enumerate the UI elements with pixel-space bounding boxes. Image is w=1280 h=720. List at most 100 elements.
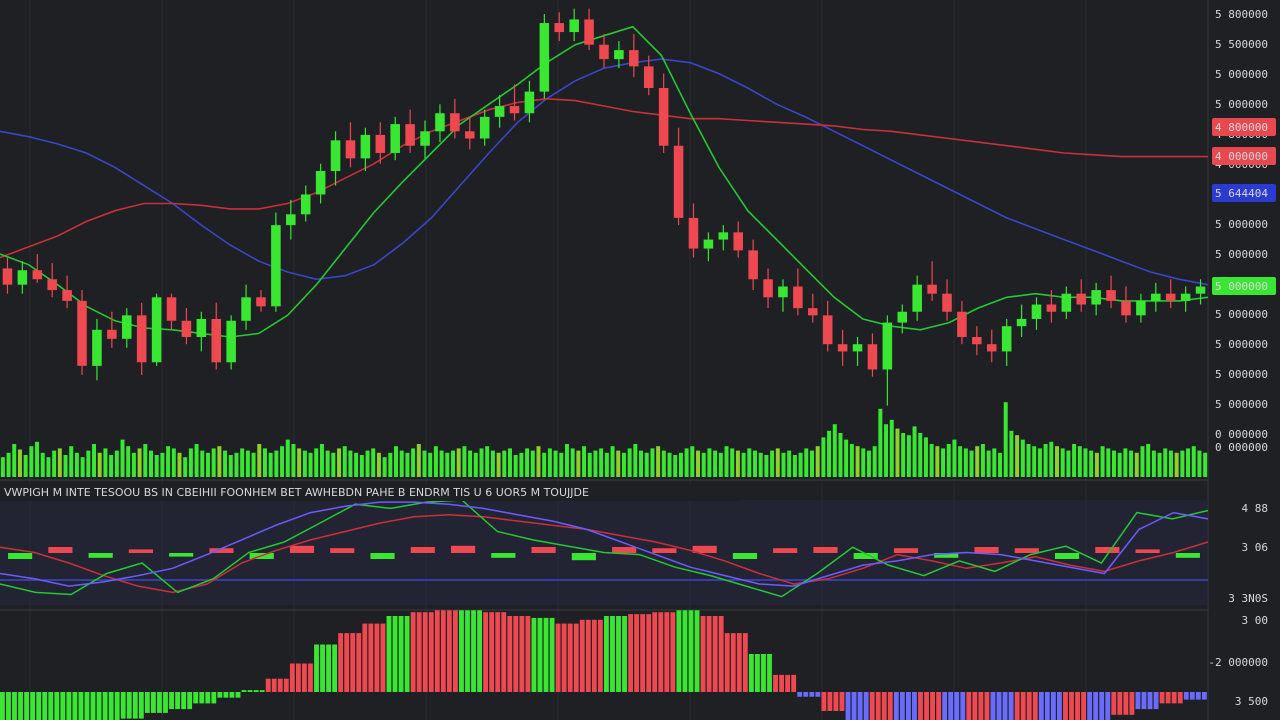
volume-bar: [388, 452, 393, 477]
macd-bar: [1099, 692, 1105, 720]
macd-bar: [1153, 692, 1159, 710]
candle-down: [837, 329, 848, 366]
volume-bar: [1117, 452, 1122, 477]
macd-bar: [1165, 692, 1171, 704]
volume-bar: [1060, 448, 1065, 477]
price-badge-label: 5 000000: [1215, 280, 1268, 293]
candle-body: [867, 344, 878, 370]
candle-body: [673, 145, 684, 218]
macd-bar: [573, 623, 579, 692]
volume-bar: [280, 446, 285, 477]
volume-bar: [895, 428, 900, 477]
candle-up: [569, 8, 579, 42]
candle-up: [271, 212, 281, 312]
volume-bar: [1089, 450, 1094, 477]
volume-bar: [109, 455, 114, 477]
volume-bar: [63, 455, 68, 477]
volume-bar: [770, 450, 775, 477]
candle-body: [226, 320, 236, 363]
candle-body: [405, 124, 415, 146]
price-axis-label: 5 000000: [1215, 308, 1268, 321]
volume-bar: [599, 448, 604, 477]
candle-down: [1076, 279, 1087, 312]
volume-bar: [376, 452, 381, 477]
volume-bar: [946, 444, 951, 477]
macd-bar: [755, 654, 760, 692]
candle-up: [479, 109, 490, 146]
macd-bar: [785, 674, 791, 692]
price-axis[interactable]: 5 800000 5 500000 5 000000 5 000000 4 800000…: [1208, 0, 1280, 720]
macd-bar: [108, 692, 114, 720]
price-axis-label: 5 000000: [1215, 398, 1268, 411]
candle-down: [375, 122, 386, 164]
candle-body: [211, 318, 222, 363]
volume-bar: [992, 448, 997, 477]
candle-down: [688, 203, 699, 258]
macd-bar: [1147, 692, 1153, 710]
macd-bar: [12, 692, 17, 720]
candle-body: [1061, 293, 1072, 312]
volume-bar: [855, 446, 860, 477]
macd-bar: [622, 616, 627, 692]
macd-bar: [241, 690, 247, 692]
volume-bar: [80, 457, 85, 477]
macd-bar: [561, 623, 567, 692]
candle-body: [1195, 286, 1206, 294]
candle-up: [852, 337, 863, 366]
candle-up: [897, 304, 908, 334]
volume-bar: [160, 452, 165, 477]
candle-body: [330, 140, 341, 171]
macd-bar: [984, 692, 990, 720]
macd-bar: [1105, 692, 1111, 720]
price-badge-background: [1212, 277, 1276, 295]
macd-bar: [90, 692, 96, 720]
price-axis-label: 5 000000: [1215, 368, 1268, 381]
volume-bar: [633, 444, 638, 477]
macd-bar: [767, 654, 772, 692]
macd-bar: [265, 678, 271, 692]
macd-bar: [289, 663, 295, 692]
volume-bar: [735, 450, 740, 477]
candle-body: [32, 270, 43, 280]
macd-bar: [1026, 692, 1032, 720]
volume-bar: [103, 448, 108, 477]
volume-bar: [718, 452, 723, 477]
volume-bar: [525, 448, 530, 477]
macd-bar: [175, 692, 180, 710]
macd-bar: [422, 612, 428, 692]
volume-bar: [798, 452, 803, 477]
volume-bar: [382, 457, 387, 477]
candle-body: [837, 344, 848, 352]
macd-bar: [930, 692, 935, 720]
price-axis-label: 5 000000: [1215, 218, 1268, 231]
macd-bar: [628, 614, 633, 692]
macd-bar: [585, 619, 591, 692]
candle-down: [77, 290, 87, 375]
candle-up: [718, 225, 729, 251]
macd-bar: [368, 623, 374, 692]
candle-up: [1031, 297, 1042, 330]
macd-bar: [634, 614, 640, 692]
macd-axis-label: 3 500: [1235, 695, 1268, 708]
candle-body: [92, 329, 102, 366]
macd-bar: [247, 690, 253, 692]
volume-bar: [582, 446, 587, 477]
macd-bar: [283, 678, 289, 692]
candle-body: [1121, 300, 1131, 316]
oscillator-line: [0, 499, 1209, 598]
candle-body: [972, 337, 982, 345]
volume-bar: [975, 446, 980, 477]
macd-bar: [308, 663, 313, 692]
macd-bar: [1069, 692, 1074, 720]
candle-body: [643, 66, 654, 88]
macd-bar: [525, 616, 531, 692]
macd-bar: [1129, 692, 1135, 715]
volume-bar: [1026, 444, 1031, 477]
candle-up: [1180, 286, 1191, 312]
volume-bar: [821, 437, 826, 477]
macd-bar: [730, 633, 736, 692]
macd-bar: [1014, 692, 1020, 720]
volume-bar: [906, 435, 911, 477]
volume-bar: [963, 448, 968, 477]
volume-bar: [832, 424, 837, 477]
